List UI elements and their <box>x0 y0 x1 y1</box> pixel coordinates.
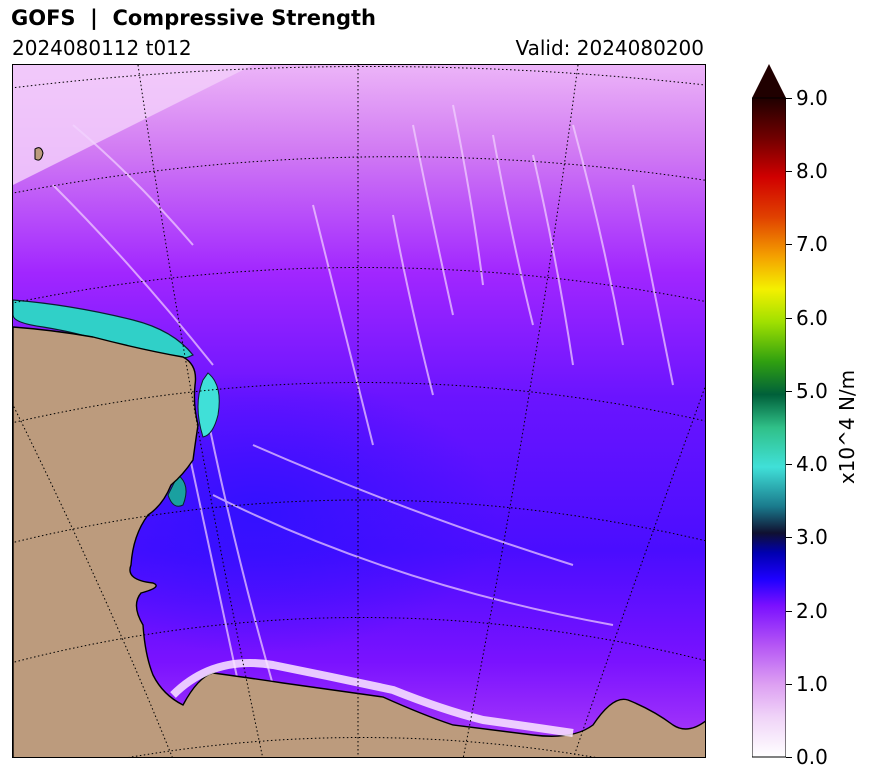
colorbar-tick-label: 4.0 <box>796 452 828 477</box>
thin-ice-corner <box>13 65 253 185</box>
colorbar-title: x10^4 N/m <box>835 369 859 485</box>
chart-title: GOFS | Compressive Strength <box>11 6 376 30</box>
colorbar-tick-mark <box>786 171 792 173</box>
coastal-strong-ice-2 <box>197 372 220 438</box>
colorbar-tick-label: 7.0 <box>796 232 828 257</box>
colorbar-tick-mark <box>786 757 792 758</box>
colorbar-tick-label: 8.0 <box>796 159 828 184</box>
colorbar-gradient <box>752 97 786 758</box>
colorbar-extend-arrow <box>752 64 786 98</box>
colorbar-tick-label: 9.0 <box>796 86 828 110</box>
colorbar-tick-mark <box>786 537 792 539</box>
colorbar-tick-mark <box>786 98 792 99</box>
colorbar-tick-mark <box>786 244 792 246</box>
colorbar-tick-label: 0.0 <box>796 745 828 769</box>
coastal-fringe <box>170 659 574 737</box>
colorbar-tick-mark <box>786 464 792 466</box>
colorbar-tick-label: 2.0 <box>796 598 828 623</box>
island <box>34 147 44 161</box>
colorbar <box>752 64 786 758</box>
colorbar-tick-label: 1.0 <box>796 671 828 696</box>
graticule <box>13 65 705 757</box>
colorbar-tick-mark <box>786 610 792 612</box>
colorbar-tick-mark <box>786 317 792 319</box>
landmass <box>13 326 705 757</box>
map-panel <box>12 64 706 758</box>
colorbar-tick-label: 6.0 <box>796 305 828 330</box>
colorbar-tick-label: 5.0 <box>796 378 828 403</box>
map-canvas <box>13 65 705 757</box>
colorbar-tick-label: 3.0 <box>796 525 828 550</box>
colorbar-tick-mark <box>786 390 792 392</box>
valid-time-label: Valid: 2024080200 <box>515 36 704 60</box>
coastal-strong-ice-3 <box>167 474 187 507</box>
colorbar-tick-mark <box>786 683 792 685</box>
init-time-label: 2024080112 t012 <box>12 36 192 60</box>
